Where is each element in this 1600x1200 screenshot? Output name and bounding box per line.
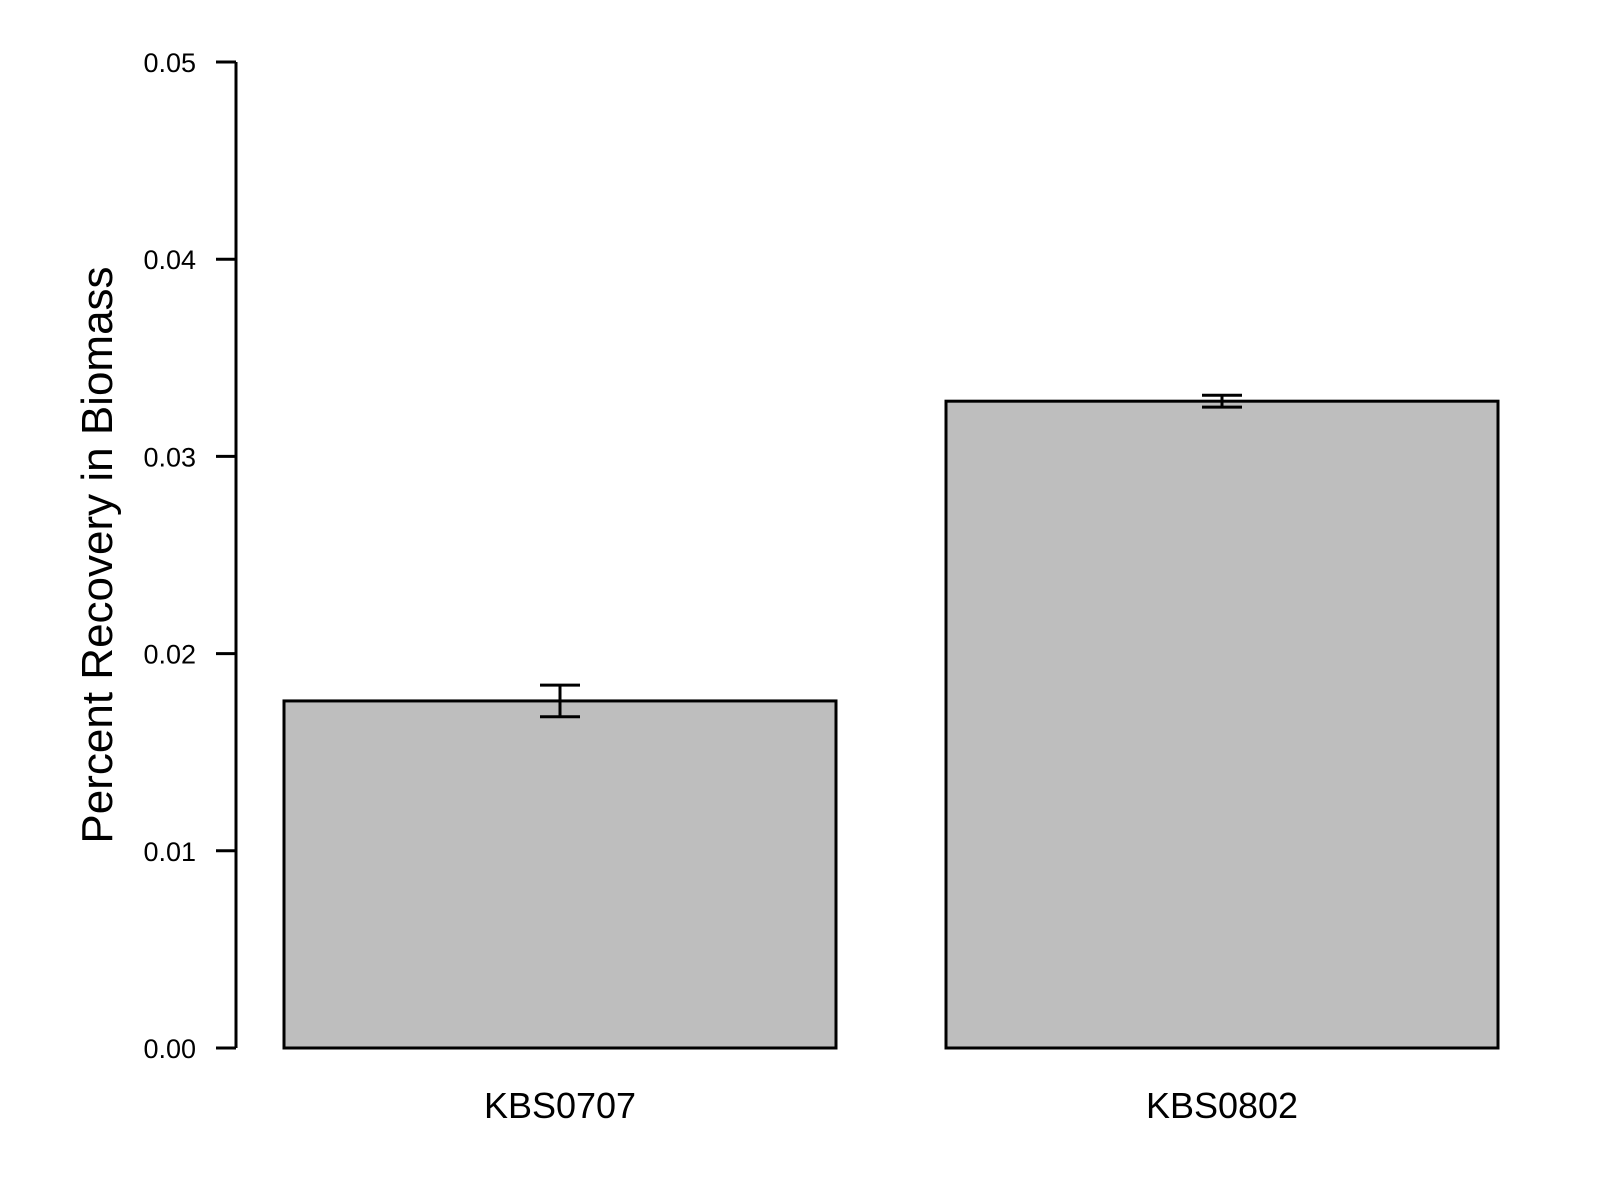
bar-kbs0707 — [282, 699, 838, 1050]
x-tick-label: KBS0707 — [484, 1085, 636, 1126]
y-ticks: 0.00 0.01 0.02 0.03 0.04 0.05 — [143, 48, 236, 1064]
y-tick-label: 0.03 — [143, 442, 196, 472]
y-tick-label: 0.05 — [143, 48, 196, 78]
y-tick-label: 0.02 — [143, 640, 196, 670]
error-bar-kbs0802 — [1202, 393, 1242, 409]
y-axis-title: Percent Recovery in Biomass — [73, 266, 122, 843]
y-tick-label: 0.04 — [143, 245, 196, 275]
error-bars-layer — [540, 393, 1242, 719]
x-tick-label: KBS0802 — [1146, 1085, 1298, 1126]
y-tick-label: 0.00 — [143, 1034, 196, 1064]
x-tick-labels: KBS0707 KBS0802 — [484, 1085, 1298, 1126]
bars-layer — [282, 399, 1500, 1050]
error-bar-kbs0707 — [540, 683, 580, 719]
bar-kbs0802 — [944, 399, 1500, 1050]
y-tick-label: 0.01 — [143, 837, 196, 867]
